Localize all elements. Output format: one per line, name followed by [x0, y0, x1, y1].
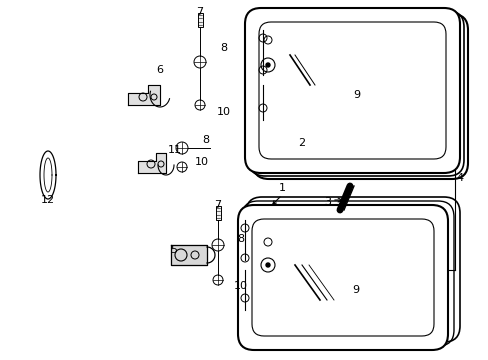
Text: 12: 12 [41, 195, 55, 205]
Text: 10: 10 [195, 157, 208, 167]
Text: 6: 6 [156, 65, 163, 75]
Text: 9: 9 [353, 90, 360, 100]
Circle shape [265, 63, 269, 67]
Text: 11: 11 [168, 145, 182, 155]
FancyBboxPatch shape [238, 205, 447, 350]
Text: 8: 8 [220, 43, 227, 53]
Text: 4: 4 [455, 173, 463, 183]
Bar [216, 206, 221, 220]
Bar [198, 13, 203, 27]
Text: 5: 5 [170, 245, 177, 255]
Bar [128, 93, 138, 105]
Text: 3: 3 [324, 197, 331, 207]
Text: 10: 10 [217, 107, 230, 117]
Text: 8: 8 [237, 234, 244, 244]
Bar [171, 247, 177, 263]
Text: 2: 2 [298, 138, 305, 148]
Text: 9: 9 [352, 285, 359, 295]
Polygon shape [128, 85, 160, 105]
Text: 1: 1 [278, 183, 285, 193]
Text: 7: 7 [196, 7, 203, 17]
Polygon shape [138, 153, 165, 173]
Text: 7: 7 [214, 200, 221, 210]
Circle shape [265, 263, 269, 267]
Polygon shape [171, 245, 206, 265]
Text: 10: 10 [234, 281, 247, 291]
Text: 8: 8 [202, 135, 209, 145]
FancyBboxPatch shape [244, 8, 459, 173]
Bar [138, 161, 146, 173]
